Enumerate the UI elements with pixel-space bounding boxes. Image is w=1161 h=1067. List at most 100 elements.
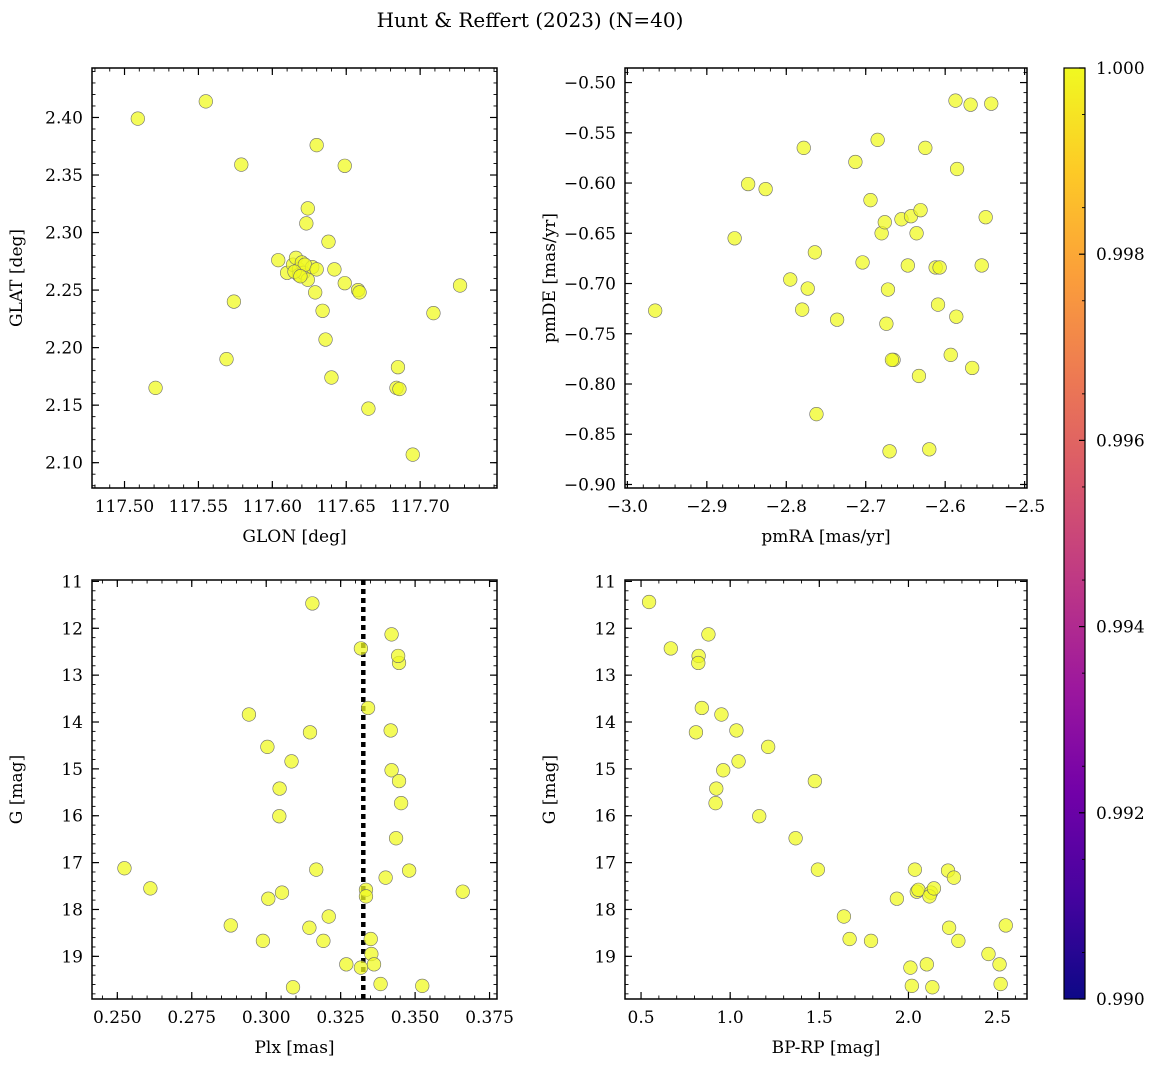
data-point (783, 272, 798, 287)
y-tick-label: 16 (61, 807, 83, 827)
y-tick-label: 15 (61, 760, 83, 780)
data-point (394, 795, 409, 811)
data-point (353, 960, 369, 975)
data-point (363, 931, 378, 947)
data-point (900, 258, 915, 273)
x-tick-label: 117.55 (169, 497, 228, 517)
y-tick-label: −0.55 (564, 124, 616, 144)
data-point (807, 245, 822, 260)
y-tick-label: −0.65 (564, 224, 616, 244)
data-point (452, 278, 468, 293)
data-point (318, 332, 333, 347)
data-point (293, 269, 308, 284)
data-point (691, 655, 706, 671)
axes-frame (624, 67, 1028, 489)
data-point (884, 352, 900, 367)
data-point (271, 253, 286, 268)
y-tick-label: 18 (61, 900, 83, 920)
data-point (384, 627, 399, 642)
y-tick-label: 14 (61, 713, 83, 733)
y-tick-label: 17 (594, 854, 616, 874)
data-point (880, 282, 896, 297)
data-point (993, 976, 1008, 992)
data-point (716, 763, 731, 778)
panel-sky: 117.50 117.55 117.60 117.65 117.70 2.10 2.15 2.… (7, 67, 498, 547)
x-tick-label: −2.6 (925, 497, 966, 517)
data-point (911, 368, 927, 384)
y-axis-label: G [mag] (540, 755, 560, 824)
data-point (373, 976, 388, 992)
x-axis-label: BP-RP [mag] (772, 1038, 881, 1058)
data-point (302, 725, 318, 740)
colorbar-tick-label: 0.998 (1096, 245, 1145, 265)
data-point (926, 881, 942, 896)
data-point (688, 725, 704, 740)
data-point (261, 891, 276, 906)
data-point (949, 309, 964, 324)
data-point (219, 352, 234, 367)
data-point (309, 137, 324, 153)
data-point (300, 201, 315, 216)
colorbar-gradient (1063, 67, 1086, 1000)
data-point (981, 946, 996, 962)
data-point (402, 863, 417, 878)
data-point (384, 763, 399, 778)
figure-title: Hunt & Reffert (2023) (N=40) (377, 8, 684, 32)
y-tick-label: 11 (594, 572, 616, 592)
data-point (903, 960, 918, 975)
data-point (948, 93, 963, 108)
data-point (877, 215, 892, 230)
colorbar-tick-label: 0.996 (1096, 431, 1145, 451)
data-point (241, 707, 257, 722)
data-point (941, 920, 957, 935)
data-point (714, 707, 729, 722)
data-point (226, 294, 241, 309)
x-tick-label: 117.70 (390, 497, 449, 517)
panel-color-magnitude: 0.5 1.0 1.5 2.0 2.5 11 12 13 14 15 16 17 18 19 BP-RP [… (540, 572, 1028, 1058)
data-point (830, 312, 845, 327)
x-tick-label: 0.250 (93, 1008, 142, 1028)
data-point (836, 909, 852, 924)
y-tick-label: −0.80 (564, 375, 616, 395)
x-tick-label: −2.8 (766, 497, 807, 517)
x-tick-label: 1.0 (717, 1008, 744, 1028)
data-point (992, 957, 1007, 972)
y-axis-label: GLAT [deg] (7, 229, 27, 327)
x-tick-label: 117.65 (316, 497, 375, 517)
data-point (663, 641, 678, 656)
data-point (913, 203, 928, 218)
data-point (984, 96, 999, 111)
y-tick-label: 2.30 (45, 224, 83, 244)
data-point (305, 596, 320, 611)
data-point (810, 862, 825, 877)
x-tick-label: 0.275 (167, 1008, 216, 1028)
data-point (978, 210, 993, 225)
data-point (302, 920, 317, 935)
data-point (907, 862, 922, 877)
x-tick-label: 117.50 (95, 497, 154, 517)
data-point (324, 370, 339, 385)
data-point (848, 154, 863, 170)
data-point (143, 881, 158, 896)
y-axis-label: G [mag] (7, 755, 27, 824)
panel-parallax: 0.250 0.275 0.300 0.325 0.350 0.375 11 12 13 14 15… (7, 572, 514, 1058)
data-point (795, 302, 810, 317)
data-point (353, 641, 369, 656)
y-tick-label: −0.70 (564, 275, 616, 295)
data-point (391, 648, 406, 664)
data-point (390, 360, 406, 375)
colorbar-tick-label: 1.000 (1096, 59, 1145, 79)
data-point (882, 444, 897, 459)
data-point (391, 773, 407, 789)
axes-frame (624, 579, 1028, 1000)
data-point (455, 884, 470, 899)
data-point (863, 933, 879, 948)
y-tick-label: 2.15 (45, 396, 83, 416)
data-point (943, 347, 958, 362)
data-point (800, 281, 815, 296)
data-point (388, 831, 404, 846)
y-tick-label: −0.75 (564, 325, 616, 345)
data-point (932, 260, 947, 275)
data-point (731, 754, 746, 769)
data-point (392, 381, 407, 397)
